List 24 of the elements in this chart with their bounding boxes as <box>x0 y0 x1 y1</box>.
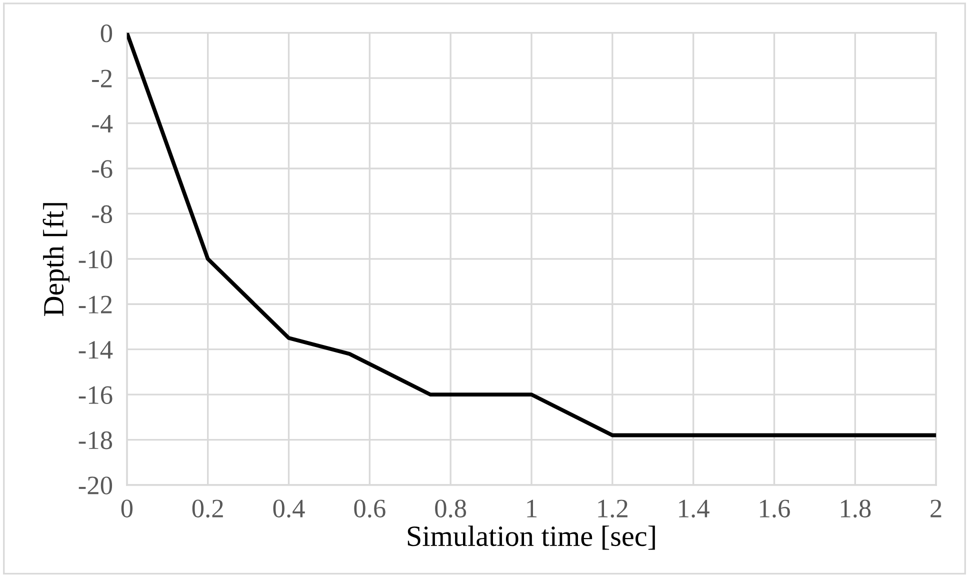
x-tick-label: 1.6 <box>760 500 790 518</box>
x-tick-label: 1.4 <box>679 500 710 518</box>
y-tick-label: -16 <box>78 386 112 404</box>
x-tick-label: 1.2 <box>598 500 628 518</box>
x-tick-label: 0.4 <box>273 500 305 518</box>
x-tick-label: 0.6 <box>354 500 386 518</box>
x-tick-label: 0.8 <box>435 500 466 518</box>
y-tick-label: -8 <box>92 205 112 224</box>
x-tick-label: 0.2 <box>192 500 223 518</box>
y-axis-title: Depth [ft] <box>42 203 70 316</box>
y-tick-label: -12 <box>78 296 112 314</box>
x-axis-title: Simulation time [sec] <box>408 526 655 550</box>
x-tick-label: 0 <box>121 500 133 518</box>
y-tick-label: -2 <box>92 70 112 88</box>
y-tick-label: -6 <box>92 160 112 178</box>
y-tick-label: 0 <box>100 24 112 42</box>
y-tick-label: -18 <box>78 431 112 450</box>
x-tick-label: 1.8 <box>840 500 871 518</box>
x-tick-label: 1 <box>527 500 537 518</box>
y-tick-label: -10 <box>78 250 112 268</box>
y-tick-label: -14 <box>78 341 113 358</box>
y-tick-label: -20 <box>78 476 112 494</box>
y-tick-label: -4 <box>92 115 113 132</box>
x-tick-label: 2 <box>930 500 942 518</box>
